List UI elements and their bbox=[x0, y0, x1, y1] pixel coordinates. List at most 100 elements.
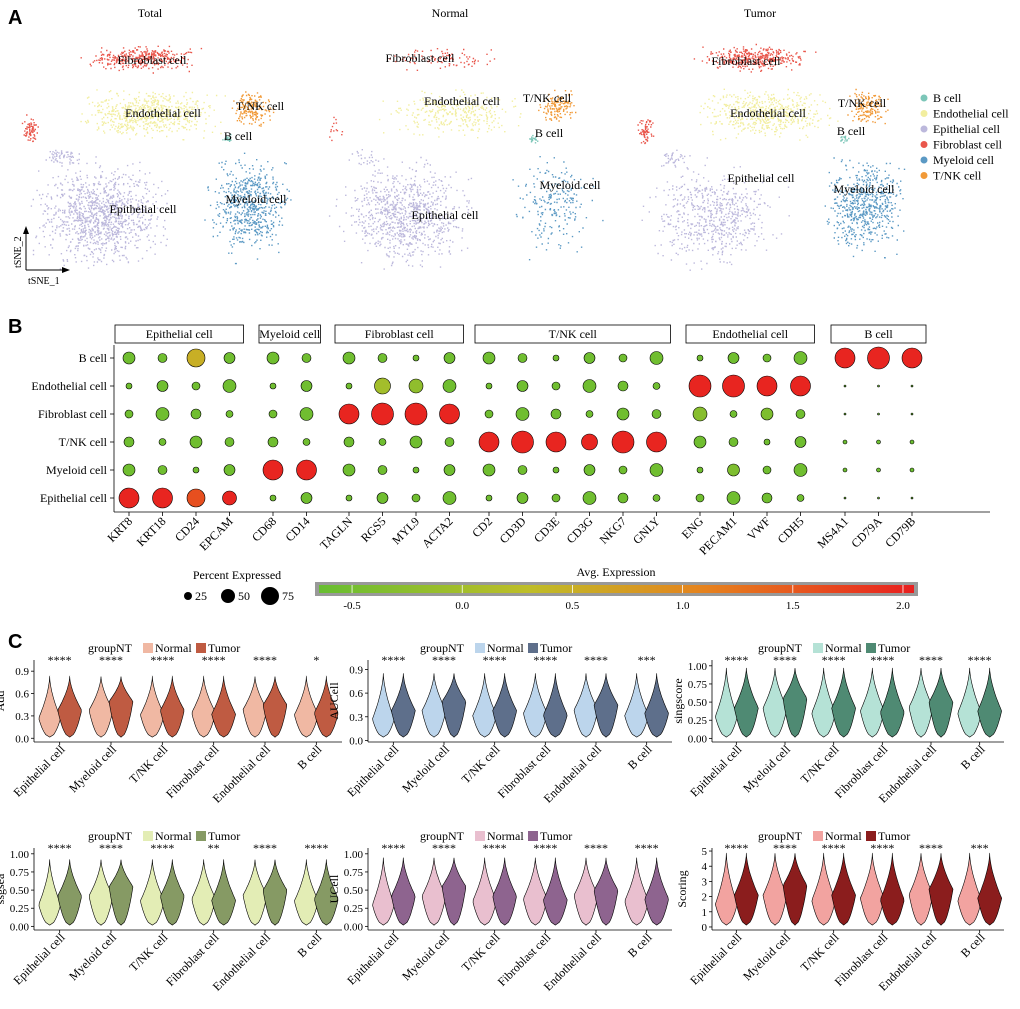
dotplot-group-header bbox=[114, 324, 244, 344]
dotplot-dot bbox=[842, 467, 848, 473]
dotplot-gene-label: ACTA2 bbox=[419, 514, 456, 551]
dotplot-dot bbox=[761, 492, 773, 504]
dotplot-dot bbox=[729, 410, 738, 418]
violin-normal bbox=[574, 857, 598, 926]
violin-legend-label: Tumor bbox=[878, 829, 910, 843]
expression-legend-tick: -0.5 bbox=[343, 600, 361, 612]
dotplot-gene-label: CD3D bbox=[497, 514, 529, 546]
violin-normal bbox=[714, 852, 738, 926]
tsne-cluster-t-nk-cell bbox=[231, 91, 275, 127]
dotplot-dot bbox=[300, 380, 313, 392]
dotplot-group-label: Myeloid cell bbox=[259, 327, 321, 341]
violin-category-label: Myeloid cell bbox=[399, 930, 452, 983]
tsne-cluster-label: T/NK cell bbox=[236, 99, 285, 113]
violin-y-tick: 0.00 bbox=[10, 921, 30, 933]
dotplot-dot bbox=[266, 351, 280, 365]
dotplot-dot bbox=[376, 492, 389, 504]
expression-legend-tick: 2.0 bbox=[896, 600, 910, 612]
violin-legend-swatch-tumor bbox=[196, 643, 206, 653]
dotplot-dot bbox=[722, 374, 745, 398]
tsne-cluster-label: Fibroblast cell bbox=[712, 54, 782, 68]
dotplot-dot bbox=[552, 354, 560, 362]
dotplot-row-label: Endothelial cell bbox=[31, 379, 107, 393]
dotplot-dot bbox=[484, 409, 494, 419]
dotplot-dot bbox=[378, 438, 387, 446]
dotplot-dot bbox=[646, 431, 667, 453]
dotplot-dot bbox=[122, 463, 136, 477]
dotplot-dot bbox=[652, 494, 661, 502]
dotplot-dot bbox=[611, 430, 635, 454]
tsne-panel-2 bbox=[328, 48, 604, 270]
dotplot-dot bbox=[485, 382, 493, 390]
dotplot-dot bbox=[515, 407, 530, 421]
tsne-cluster-t-nk-cell bbox=[847, 88, 889, 125]
violin-normal bbox=[908, 667, 934, 738]
dotplot-gene-label: CD79B bbox=[882, 514, 918, 550]
violin-tumor bbox=[880, 667, 905, 738]
dotplot-dot bbox=[688, 374, 712, 398]
dotplot-dot bbox=[155, 407, 170, 421]
tsne-cluster-endothelial-cell bbox=[378, 89, 522, 139]
tsne-cluster-epithelial-cell bbox=[45, 149, 80, 165]
violin-tumor bbox=[831, 852, 856, 926]
dotplot-dot bbox=[617, 380, 629, 392]
tsne-title-total: Total bbox=[138, 6, 163, 20]
dotplot-dot bbox=[191, 381, 201, 391]
violin-legend-swatch-tumor bbox=[196, 831, 206, 841]
tsne-cluster-endothelial-cell bbox=[80, 89, 227, 141]
tsne-cluster-fibroblast-cell bbox=[21, 114, 39, 143]
dotplot-dot bbox=[517, 465, 528, 475]
dotplot-dot bbox=[727, 352, 740, 364]
violin-significance: **** bbox=[724, 841, 748, 855]
violin-significance: * bbox=[313, 653, 319, 667]
violin-significance: **** bbox=[99, 841, 123, 855]
dotplot-dot bbox=[726, 491, 741, 505]
dotplot-dot bbox=[374, 377, 391, 395]
dotplot-dot bbox=[910, 384, 914, 388]
violin-category-label: B cell bbox=[958, 742, 988, 772]
dotplot-dot bbox=[482, 463, 496, 477]
violin-normal bbox=[624, 673, 649, 738]
violin-tumor bbox=[211, 859, 236, 926]
violin-significance: **** bbox=[253, 841, 277, 855]
violin-significance: **** bbox=[773, 653, 797, 667]
dotplot-dot bbox=[618, 465, 628, 475]
dotplot-dot bbox=[342, 463, 356, 477]
violin-plot-aucell: groupNT Normal Tumor0.00.30.60.9AUCell****… bbox=[327, 641, 672, 806]
violin-tumor bbox=[644, 857, 669, 926]
violin-y-tick: 0.75 bbox=[688, 679, 708, 691]
violin-normal bbox=[140, 859, 165, 926]
violin-legend-title: groupNT bbox=[88, 829, 133, 843]
legend-label: T/NK cell bbox=[933, 169, 982, 183]
percent-legend-title: Percent Expressed bbox=[193, 568, 281, 582]
dotplot-dot bbox=[843, 496, 847, 500]
tsne-cluster-label: B cell bbox=[224, 129, 253, 143]
dotplot-gene-label: CD79A bbox=[848, 514, 885, 551]
violin-significance: **** bbox=[724, 653, 748, 667]
violin-tumor bbox=[543, 673, 568, 738]
dotplot-dot bbox=[790, 375, 811, 397]
tsne-cluster-label: Myeloid cell bbox=[834, 182, 896, 196]
violin-y-label: singscore bbox=[671, 678, 685, 723]
violin-normal bbox=[372, 673, 395, 738]
tsne-cluster-label: T/NK cell bbox=[838, 96, 887, 110]
tsne-cluster-label: Myeloid cell bbox=[226, 192, 288, 206]
dotplot-dot bbox=[404, 402, 428, 426]
dotplot-gene-label: MYL9 bbox=[389, 514, 422, 547]
tsne-cluster-label: Epithelial cell bbox=[728, 171, 796, 185]
violin-y-tick: 1.00 bbox=[344, 849, 364, 861]
dotplot-dot bbox=[582, 379, 597, 393]
dotplot-dot bbox=[345, 494, 353, 502]
dotplot-dot bbox=[652, 382, 661, 390]
tsne-cluster-label: Epithelial cell bbox=[412, 208, 480, 222]
dotplot-group-header bbox=[258, 324, 321, 344]
dotplot-dot bbox=[186, 348, 206, 368]
tsne-cluster-fibroblast-cell bbox=[637, 119, 655, 145]
violin-normal bbox=[811, 667, 836, 738]
dotplot-dot bbox=[876, 467, 881, 473]
violin-significance: **** bbox=[533, 841, 557, 855]
violin-tumor bbox=[977, 852, 1003, 926]
percent-legend-value: 50 bbox=[238, 589, 250, 603]
violin-category-label: T/NK cell bbox=[126, 930, 171, 975]
violin-significance: **** bbox=[870, 841, 894, 855]
